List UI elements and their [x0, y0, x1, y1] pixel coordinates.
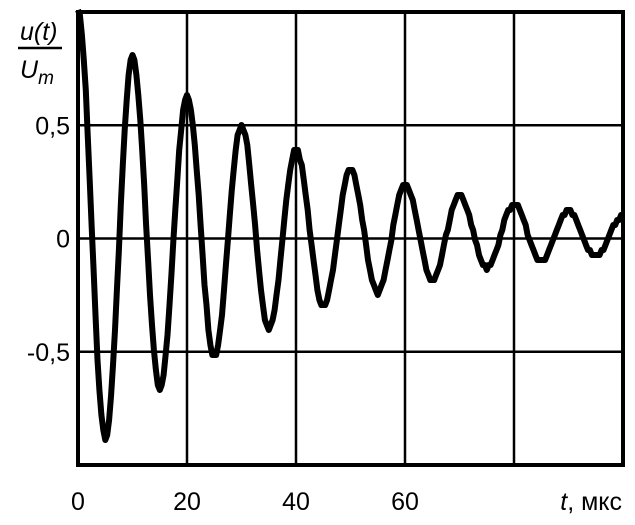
y-tick-label: 0,5: [35, 112, 70, 140]
x-axis-label: t, мкс: [560, 488, 622, 516]
y-axis-label: u(t) Um: [18, 18, 62, 89]
x-tick-label: 20: [173, 488, 201, 516]
y-tick-label: -0,5: [27, 339, 70, 367]
x-tick-label: 60: [391, 488, 419, 516]
x-tick-label: 0: [71, 488, 85, 516]
grid: [76, 10, 625, 467]
y-label-numerator: u(t): [20, 18, 58, 46]
plot-frame: [76, 10, 625, 467]
tick-labels: 0 20 40 60 0,5 0 -0,5: [27, 112, 419, 516]
y-tick-label: 0: [56, 226, 70, 254]
series-line: [75, 8, 625, 443]
x-tick-label: 40: [282, 488, 310, 516]
y-label-denominator: Um: [20, 56, 54, 89]
